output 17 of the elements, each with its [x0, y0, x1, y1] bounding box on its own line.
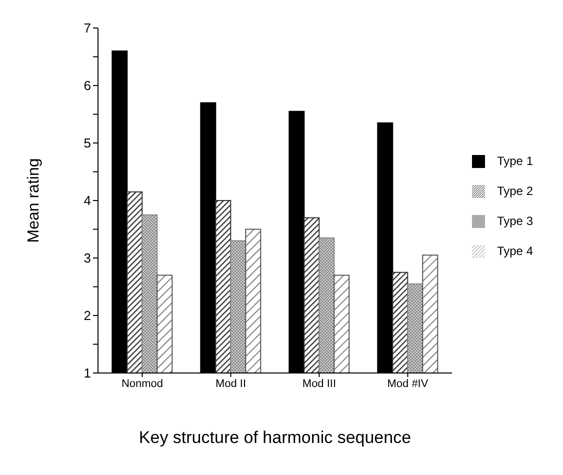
- x-tick-label: Mod II: [215, 378, 246, 390]
- y-tick-label: 7: [84, 20, 91, 36]
- y-tick-label: 4: [84, 193, 91, 208]
- legend-label: Type 1: [496, 154, 533, 168]
- legend-label: Type 4: [496, 244, 533, 258]
- x-tick-label: Mod III: [302, 378, 336, 390]
- y-axis-title: Mean rating: [26, 158, 43, 243]
- y-tick-label: 5: [84, 136, 91, 151]
- y-tick-label: 3: [84, 250, 91, 266]
- y-tick-label: 1: [84, 366, 91, 381]
- y-tick-label: 2: [84, 308, 91, 324]
- legend-label: Type 2: [496, 184, 533, 198]
- x-axis-title: Key structure of harmonic sequence: [138, 428, 412, 447]
- x-tick-label: Mod #IV: [387, 378, 429, 390]
- legend-label: Type 3: [496, 214, 533, 228]
- x-tick-label: Nonmod: [121, 378, 164, 390]
- y-tick-label: 6: [84, 78, 91, 94]
